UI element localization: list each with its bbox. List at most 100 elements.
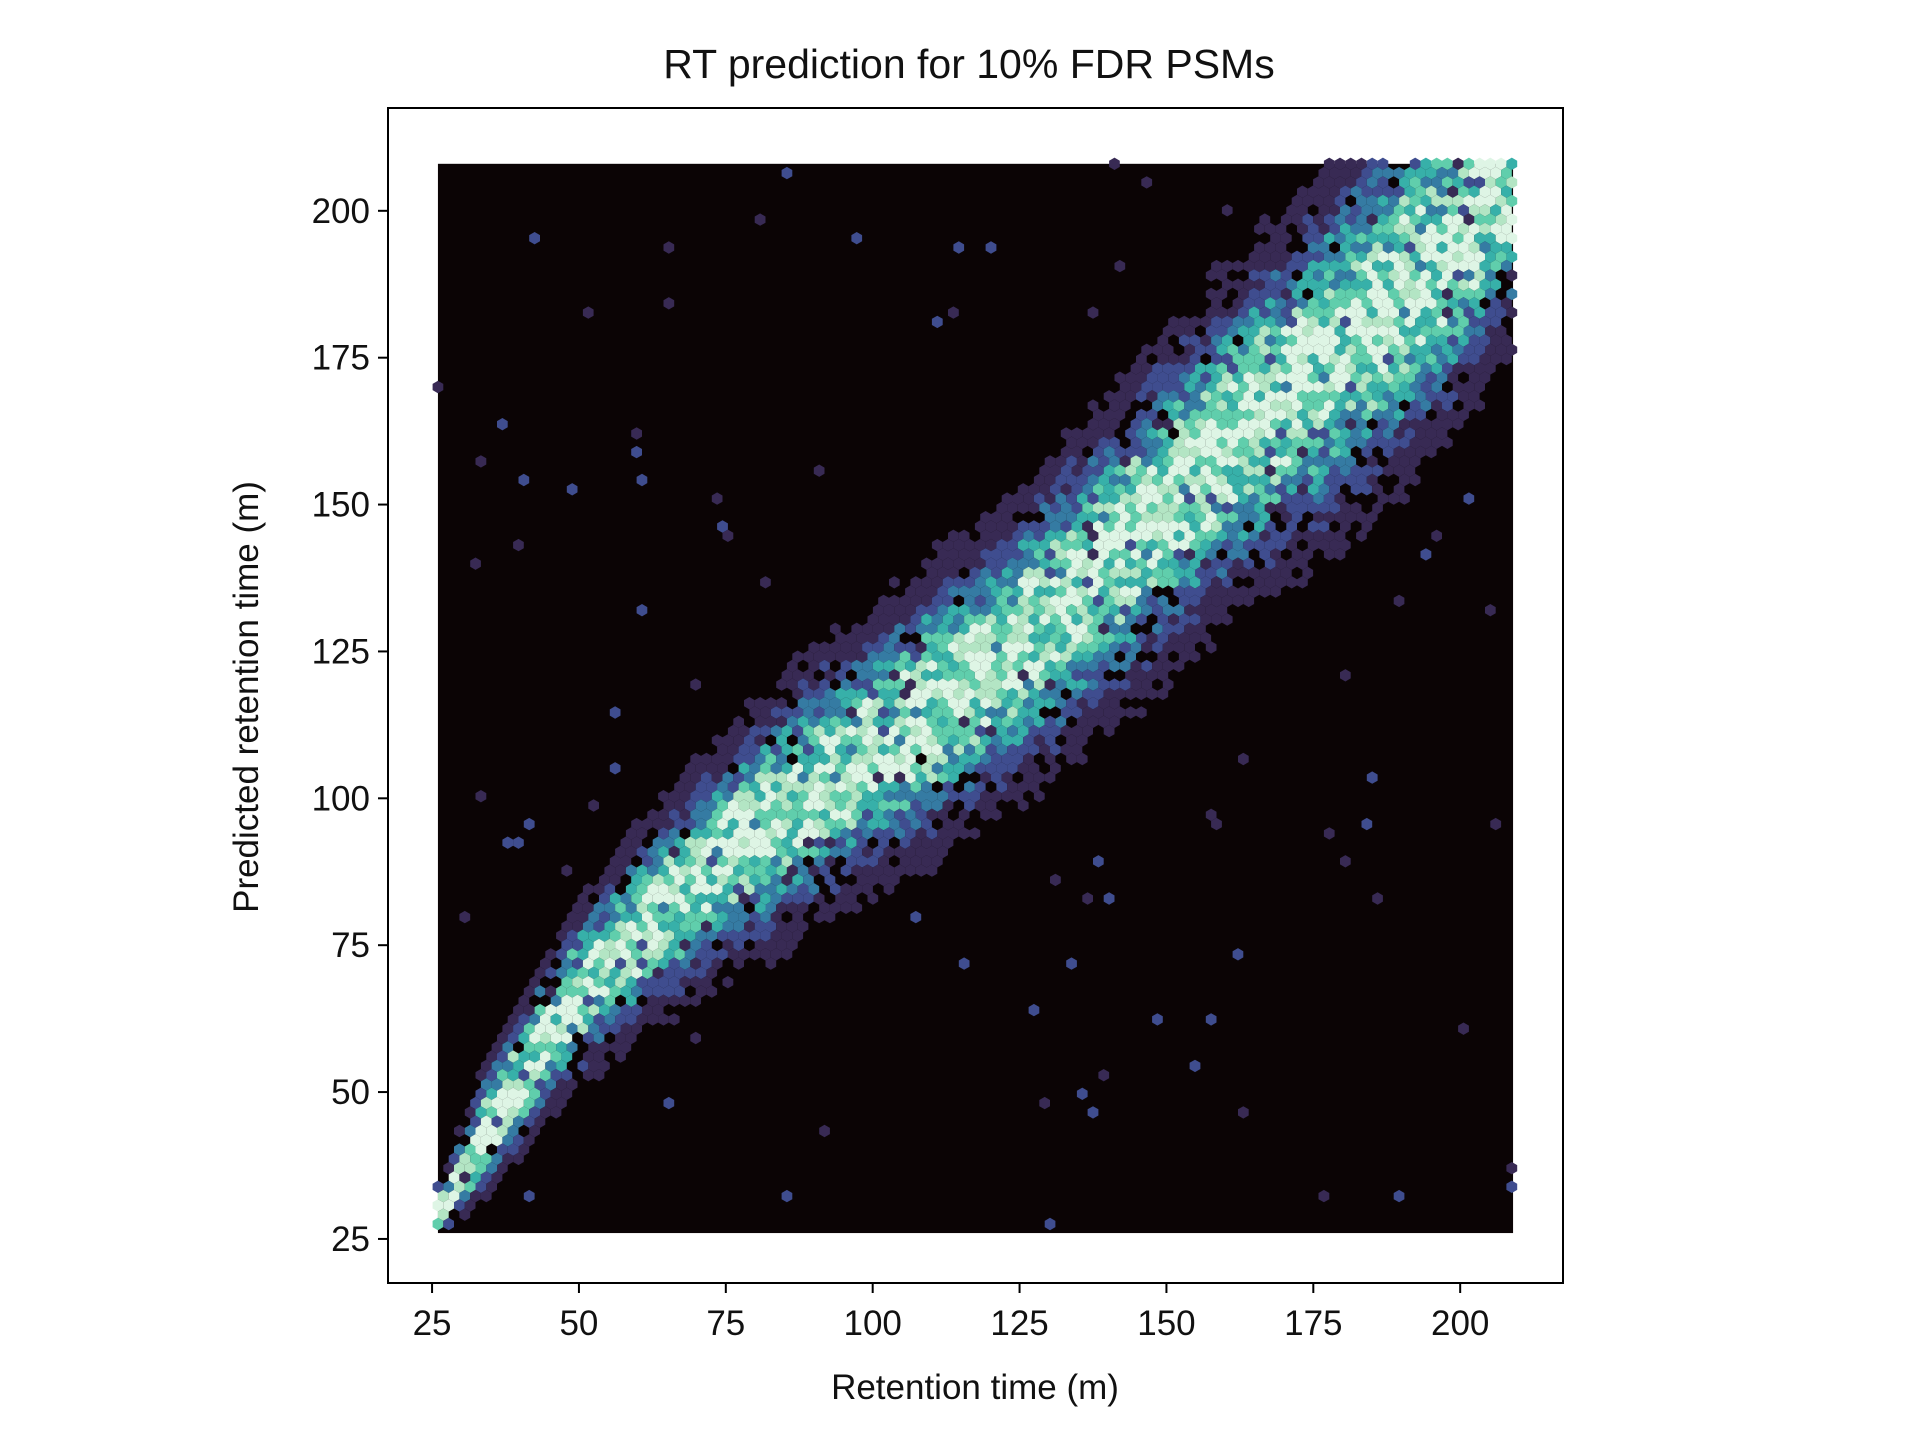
hexbin-cell bbox=[1243, 390, 1255, 403]
hexbin-cell bbox=[1425, 371, 1437, 384]
hexbin-cell bbox=[899, 669, 911, 682]
hexbin-cell bbox=[1114, 706, 1126, 719]
hexbin-cell bbox=[1366, 232, 1378, 245]
hexbin-cell bbox=[513, 538, 524, 552]
hexbin-cell bbox=[803, 873, 814, 887]
hexbin-cell bbox=[663, 966, 675, 980]
hexbin-cell bbox=[1399, 287, 1410, 301]
hexbin-cell bbox=[1173, 362, 1185, 375]
hexbin-cell bbox=[652, 929, 664, 942]
hexbin-cell bbox=[1442, 250, 1453, 263]
hexbin-cell bbox=[523, 1059, 535, 1073]
hexbin-cell bbox=[856, 780, 868, 794]
hexbin-cell bbox=[958, 641, 970, 654]
hexbin-cell bbox=[561, 864, 573, 877]
hexbin-cell bbox=[738, 743, 750, 756]
hexbin-cell bbox=[1361, 259, 1373, 273]
hexbin-cell bbox=[1297, 259, 1308, 273]
hexbin-cell bbox=[1318, 464, 1330, 477]
hexbin-cell bbox=[566, 1078, 578, 1091]
hexbin-cell bbox=[921, 836, 932, 849]
hexbin-cell bbox=[835, 706, 846, 719]
hexbin-cell bbox=[545, 948, 557, 961]
hexbin-cell bbox=[1388, 232, 1400, 245]
hexbin-cell bbox=[770, 780, 782, 794]
hexbin-cell bbox=[1442, 287, 1453, 301]
hexbin-cell bbox=[1468, 334, 1480, 347]
hexbin-cell bbox=[1415, 315, 1426, 329]
hexbin-cell bbox=[1071, 464, 1083, 477]
hexbin-cell bbox=[1141, 455, 1153, 468]
hexbin-cell bbox=[1109, 678, 1120, 691]
hexbin-cell bbox=[1318, 371, 1330, 384]
hexbin-cell bbox=[1280, 250, 1292, 263]
hexbin-cell bbox=[1221, 520, 1233, 533]
hexbin-cell bbox=[1152, 362, 1163, 375]
hexbin-cell bbox=[1082, 483, 1093, 496]
hexbin-cell bbox=[829, 883, 841, 896]
hexbin-cell bbox=[464, 1199, 476, 1212]
hexbin-cell bbox=[1350, 427, 1362, 440]
hexbin-cell bbox=[668, 957, 680, 970]
hexbin-cell bbox=[867, 724, 879, 738]
hexbin-cell bbox=[556, 1078, 567, 1091]
hexbin-cell bbox=[770, 706, 782, 719]
hexbin-cell bbox=[926, 715, 938, 728]
hexbin-cell bbox=[1055, 678, 1067, 691]
hexbin-cell bbox=[1382, 445, 1394, 459]
hexbin-cell bbox=[872, 752, 884, 766]
hexbin-cell bbox=[797, 790, 809, 803]
hexbin-cell bbox=[1125, 520, 1136, 533]
hexbin-cell bbox=[921, 855, 932, 868]
hexbin-cell bbox=[1420, 287, 1432, 301]
hexbin-cell bbox=[1275, 334, 1287, 347]
hexbin-cell bbox=[1205, 287, 1217, 301]
hexbin-cell bbox=[475, 790, 487, 803]
hexbin-cell bbox=[948, 790, 959, 803]
hexbin-cell bbox=[1356, 325, 1367, 338]
hexbin-cell bbox=[1082, 594, 1093, 608]
hexbin-cell bbox=[1028, 557, 1040, 570]
hexbin-cell bbox=[803, 762, 814, 775]
hexbin-cell bbox=[1205, 399, 1217, 412]
hexbin-cell bbox=[953, 724, 965, 738]
hexbin-cell bbox=[926, 845, 938, 859]
hexbin-cell bbox=[1066, 697, 1077, 710]
hexbin-cell bbox=[781, 799, 793, 812]
hexbin-cell bbox=[1216, 343, 1228, 356]
hexbin-cell bbox=[765, 957, 777, 970]
hexbin-cell bbox=[1119, 659, 1131, 673]
hexbin-cell bbox=[969, 715, 981, 728]
hexbin-cell bbox=[1286, 315, 1297, 329]
hexbin-cell bbox=[991, 715, 1002, 728]
hexbin-cell bbox=[1334, 325, 1346, 338]
hexbin-cell bbox=[1323, 455, 1335, 468]
hexbin-cell bbox=[631, 985, 642, 998]
hexbin-cell bbox=[625, 957, 637, 970]
hexbin-cell bbox=[819, 790, 830, 803]
hexbin-cell bbox=[1189, 445, 1201, 459]
hexbin-cell bbox=[1060, 669, 1072, 682]
hexbin-cell bbox=[786, 790, 798, 803]
hexbin-cell bbox=[1103, 445, 1115, 459]
hexbin-cell bbox=[1313, 455, 1324, 468]
hexbin-cell bbox=[1356, 343, 1367, 356]
hexbin-cell bbox=[1082, 538, 1093, 552]
hexbin-cell bbox=[1033, 473, 1045, 487]
hexbin-cell bbox=[1393, 483, 1405, 496]
hexbin-cell bbox=[942, 724, 954, 738]
hexbin-cell bbox=[1297, 557, 1308, 570]
hexbin-cell bbox=[797, 734, 809, 747]
hexbin-cell bbox=[915, 864, 927, 877]
hexbin-cell bbox=[733, 734, 744, 747]
hexbin-cell bbox=[1280, 473, 1292, 487]
hexbin-cell bbox=[1157, 334, 1169, 347]
hexbin-cell bbox=[674, 780, 685, 794]
hexbin-cell bbox=[1173, 548, 1185, 561]
hexbin-cell bbox=[1366, 325, 1378, 338]
hexbin-cell bbox=[765, 715, 777, 728]
hexbin-cell bbox=[872, 697, 884, 710]
hexbin-cell bbox=[1119, 604, 1131, 617]
hexbin-cell bbox=[786, 864, 798, 877]
hexbin-cell bbox=[1372, 185, 1383, 198]
